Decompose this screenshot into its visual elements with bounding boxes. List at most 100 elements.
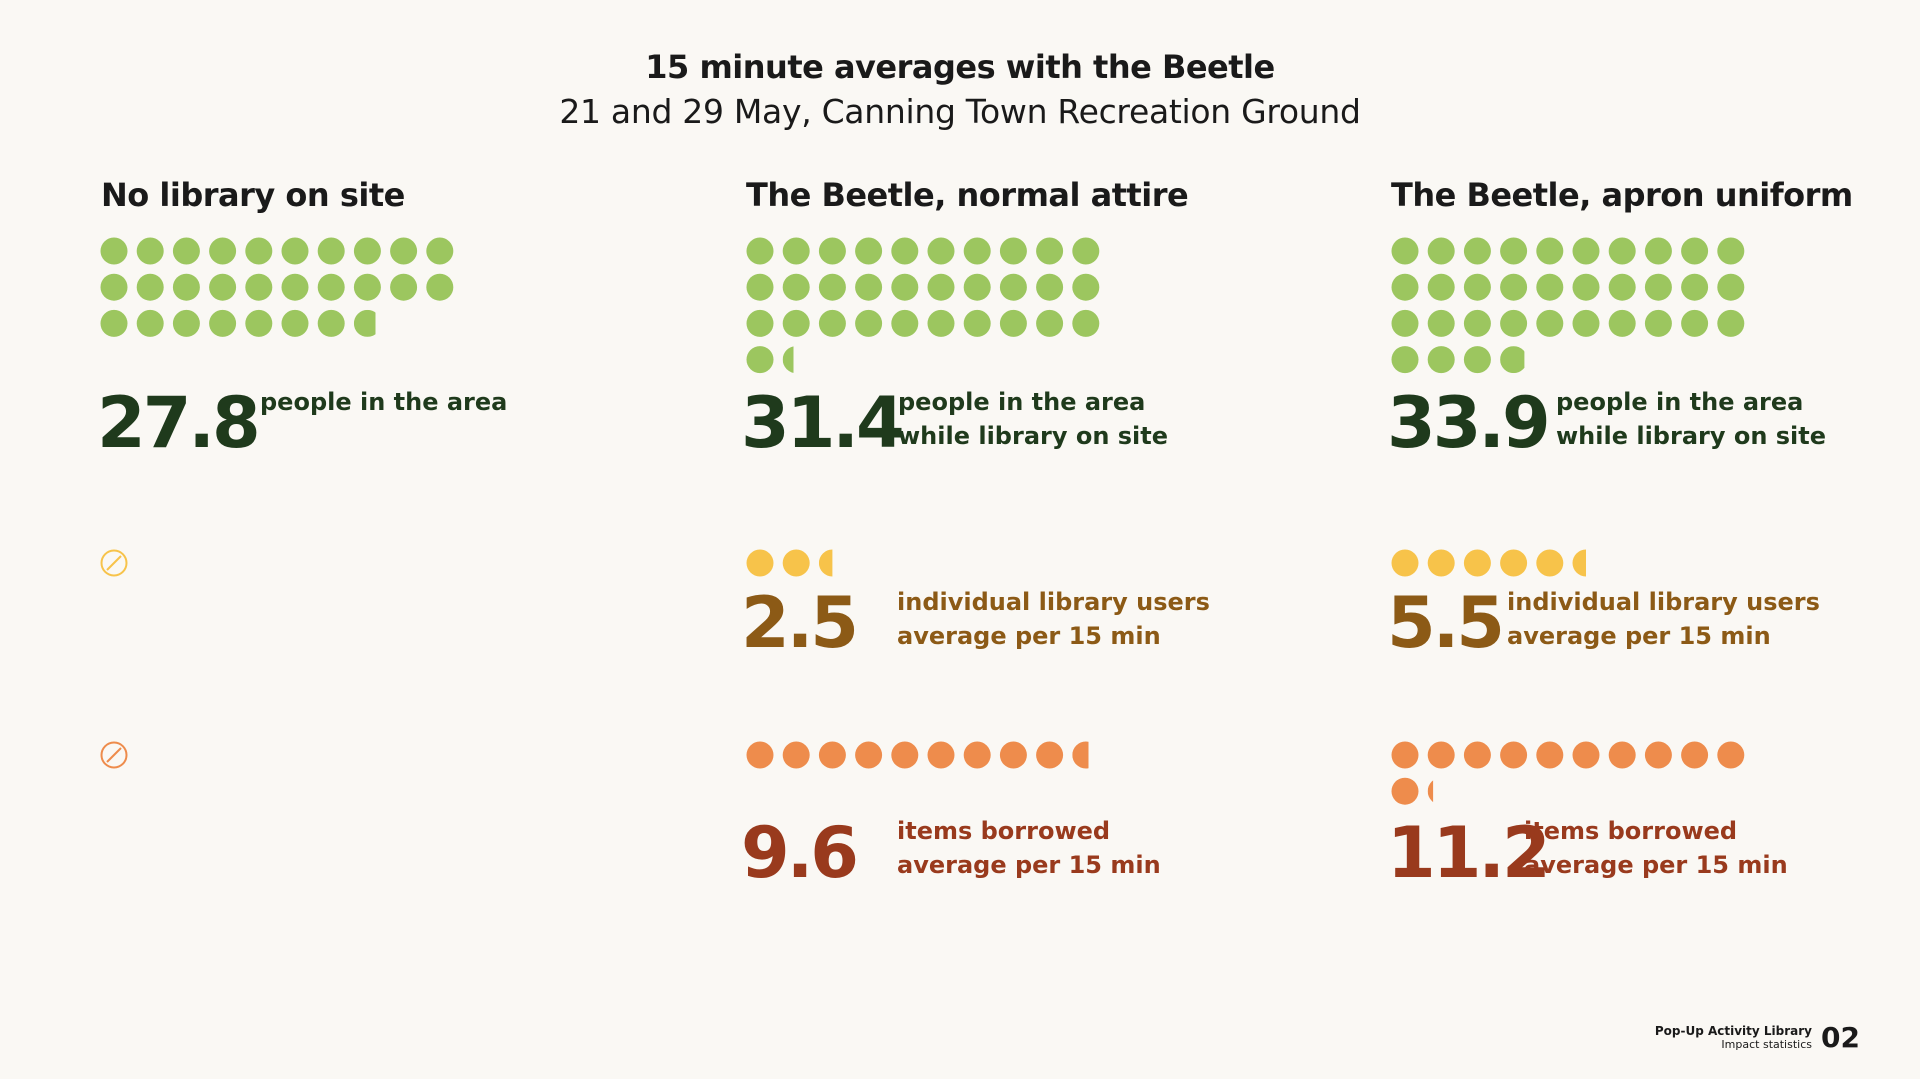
people-dot <box>746 273 774 301</box>
people-dot <box>353 237 381 265</box>
people-dot <box>927 273 955 301</box>
individual-dot <box>782 549 810 577</box>
people-dot <box>353 273 381 301</box>
people-dot <box>136 237 164 265</box>
users-label-apron-uniform: individual library users average per 15 … <box>1507 588 1820 650</box>
items-label-normal-attire: items borrowed average per 15 min <box>897 817 1161 879</box>
users-label-normal-attire: individual library users average per 15 … <box>897 588 1210 650</box>
individual-dot <box>1391 549 1419 577</box>
people-dot <box>1463 273 1491 301</box>
people-dot <box>317 273 345 301</box>
people-dot <box>927 309 955 337</box>
chart-subtitle: 21 and 29 May, Canning Town Recreation G… <box>559 92 1361 131</box>
people-value-no-library: 27.8 <box>97 382 261 464</box>
people-dot <box>1608 237 1636 265</box>
people-dot <box>172 273 200 301</box>
people-dot <box>209 309 237 337</box>
people-dot <box>818 273 846 301</box>
footer-section-name: Impact statistics <box>1721 1038 1812 1051</box>
people-dot <box>1644 309 1672 337</box>
items-value-normal-attire: 9.6 <box>741 812 859 894</box>
people-dot <box>100 237 128 265</box>
people-dot <box>818 309 846 337</box>
people-dot <box>317 237 345 265</box>
people-dot <box>172 237 200 265</box>
items-dot <box>1036 741 1064 769</box>
items-dot <box>1536 741 1564 769</box>
users-value-normal-attire: 2.5 <box>741 582 859 664</box>
people-dot <box>1717 237 1745 265</box>
people-dot <box>746 346 774 374</box>
people-dot <box>136 273 164 301</box>
column-heading-no-library: No library on site <box>101 176 405 214</box>
people-partial-dot <box>782 346 794 373</box>
footer-app-name: Pop-Up Activity Library <box>1654 1024 1812 1038</box>
people-dot <box>1681 309 1709 337</box>
people-dot <box>1072 309 1100 337</box>
items-dot <box>1717 741 1745 769</box>
no-data-icon <box>100 741 128 769</box>
chart-title: 15 minute averages with the Beetle <box>645 48 1275 86</box>
items-value-apron-uniform: 11.2 <box>1387 812 1551 894</box>
people-dot <box>1572 309 1600 337</box>
people-dot <box>245 237 273 265</box>
items-dot <box>963 741 991 769</box>
people-dot <box>818 237 846 265</box>
people-dot <box>1536 273 1564 301</box>
items-dot <box>927 741 955 769</box>
individual-dot <box>1427 549 1455 577</box>
items-dot <box>782 741 810 769</box>
people-dot <box>1717 273 1745 301</box>
people-dot <box>1500 237 1528 265</box>
people-value-apron-uniform: 33.9 <box>1387 382 1551 464</box>
people-dot <box>1608 273 1636 301</box>
items-partial-dot <box>1072 741 1089 769</box>
people-dot <box>891 273 919 301</box>
people-dot <box>891 309 919 337</box>
items-partial-dot <box>1427 780 1434 802</box>
individual-dot <box>1536 549 1564 577</box>
people-dot <box>209 237 237 265</box>
people-dot <box>999 273 1027 301</box>
people-dot <box>317 309 345 337</box>
items-dot <box>818 741 846 769</box>
people-partial-dot <box>353 309 376 337</box>
items-dot <box>1608 741 1636 769</box>
individual-partial-dot <box>818 549 833 577</box>
people-dot <box>1608 309 1636 337</box>
people-dot <box>1072 273 1100 301</box>
people-dot <box>855 237 883 265</box>
people-dot <box>1427 309 1455 337</box>
items-dot <box>1391 741 1419 769</box>
people-dot <box>1463 309 1491 337</box>
people-dot <box>855 309 883 337</box>
people-dot <box>245 309 273 337</box>
people-dot <box>746 237 774 265</box>
people-dot <box>1717 309 1745 337</box>
people-dot <box>1036 309 1064 337</box>
items-dot <box>1391 777 1419 805</box>
people-label-no-library: people in the area <box>260 388 508 416</box>
people-dot <box>1681 273 1709 301</box>
people-dot <box>1036 237 1064 265</box>
column-heading-normal-attire: The Beetle, normal attire <box>746 176 1189 214</box>
items-dot <box>999 741 1027 769</box>
people-dot <box>1391 309 1419 337</box>
items-dot <box>746 741 774 769</box>
people-dot <box>1072 237 1100 265</box>
people-dot <box>963 237 991 265</box>
people-partial-dot <box>1500 346 1525 374</box>
items-dot <box>1572 741 1600 769</box>
people-dot <box>1427 237 1455 265</box>
people-dot <box>855 273 883 301</box>
people-dot <box>891 237 919 265</box>
items-dot <box>1427 741 1455 769</box>
people-dot <box>1536 309 1564 337</box>
people-dot <box>1681 237 1709 265</box>
people-dot <box>426 273 454 301</box>
people-dot <box>1427 346 1455 374</box>
people-dot <box>963 309 991 337</box>
people-dot <box>1391 346 1419 374</box>
items-dot <box>1463 741 1491 769</box>
